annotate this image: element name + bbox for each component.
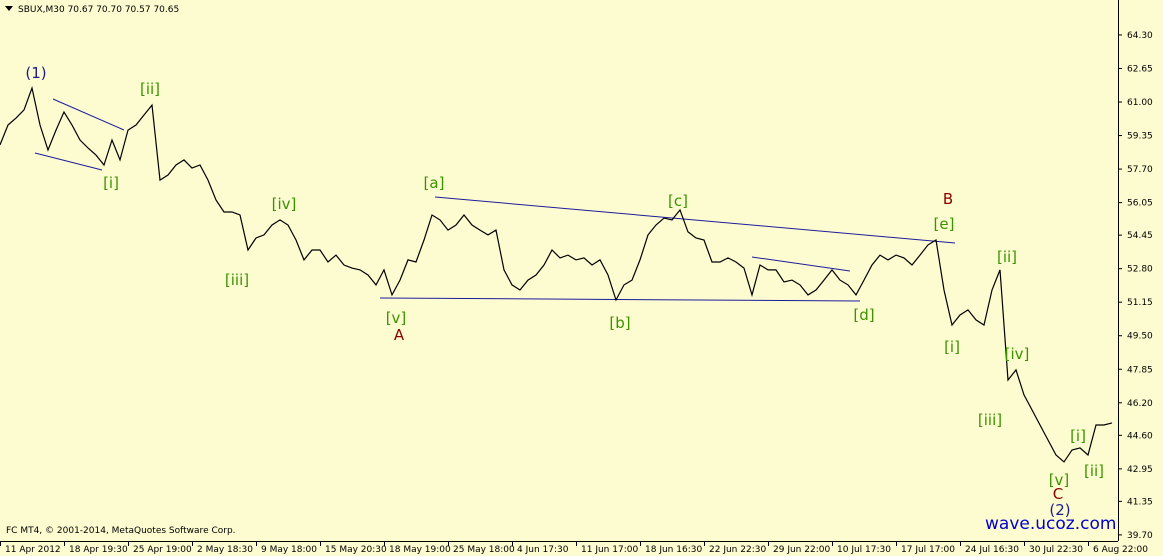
- footer: FC MT4, © 2001-2014, MetaQuotes Software…: [6, 526, 236, 536]
- wave-label: [a]: [424, 174, 445, 192]
- price-line: [0, 85, 1113, 463]
- y-tick-label: 42.95: [1127, 465, 1153, 475]
- wave-label: [d]: [853, 306, 874, 324]
- x-tick-label: 18 May 19:00: [389, 545, 451, 555]
- trendlines: [34, 98, 956, 302]
- y-tick-label: 41.35: [1127, 497, 1153, 507]
- y-tick-label: 64.30: [1127, 31, 1153, 41]
- trendline: [52, 98, 125, 131]
- wave-label: B: [943, 190, 953, 208]
- y-tick-label: 62.65: [1127, 64, 1153, 74]
- x-tick-label: 10 Jul 17:30: [837, 545, 891, 555]
- y-tick-label: 47.85: [1127, 365, 1153, 375]
- x-tick-label: 24 Jul 16:30: [965, 545, 1019, 555]
- x-tick-label: 17 Jul 17:00: [901, 545, 955, 555]
- trendline: [34, 152, 103, 171]
- y-tick-label: 46.20: [1127, 399, 1153, 409]
- trendline: [434, 196, 956, 244]
- x-tick-label: 18 Jun 16:30: [645, 545, 702, 555]
- wave-label: C: [1053, 485, 1063, 503]
- header-icon: [5, 6, 13, 11]
- trendline: [379, 297, 861, 302]
- y-tick-label: 61.00: [1127, 98, 1153, 108]
- y-tick-label: 59.35: [1127, 132, 1153, 142]
- wave-label: [iv]: [272, 195, 297, 213]
- x-tick-label: 30 Jul 22:30: [1029, 545, 1083, 555]
- x-tick-label: 11 Apr 2012: [5, 545, 61, 555]
- wave-label: [c]: [668, 192, 688, 210]
- y-tick-label: 56.05: [1127, 199, 1153, 209]
- wave-label: [v]: [386, 309, 407, 327]
- x-tick-label: 18 Apr 19:30: [69, 545, 128, 555]
- x-tick-label: 22 Jun 22:30: [709, 545, 766, 555]
- x-tick-label: 25 Apr 19:00: [133, 545, 192, 555]
- x-tick-label: 2 May 18:30: [197, 545, 253, 555]
- wave-label: [i]: [944, 338, 960, 356]
- wave-label: [iii]: [978, 411, 1002, 429]
- wave-label: [ii]: [140, 80, 160, 98]
- y-tick-label: 54.45: [1127, 231, 1153, 241]
- y-tick-label: 52.80: [1127, 265, 1153, 275]
- x-tick-label: 9 May 18:00: [261, 545, 317, 555]
- wave-label: [iii]: [225, 271, 249, 289]
- x-tick-label: 29 Jun 22:00: [773, 545, 830, 555]
- x-tick-label: 6 Aug 22:00: [1093, 545, 1148, 555]
- x-tick-label: 11 Jun 17:00: [581, 545, 638, 555]
- wave-label: [i]: [103, 174, 119, 192]
- trendline: [751, 256, 851, 272]
- wave-label: [ii]: [997, 248, 1017, 266]
- x-tick-label: 4 Jun 17:30: [517, 545, 569, 555]
- wave-label: [b]: [609, 314, 630, 332]
- y-tick-label: 51.15: [1127, 298, 1153, 308]
- wave-label: [ii]: [1084, 462, 1104, 480]
- header: SBUX,M30 70.67 70.70 70.57 70.65: [18, 5, 179, 15]
- watermark: wave.ucoz.com: [985, 514, 1116, 534]
- wave-label: [e]: [934, 215, 955, 233]
- wave-label: [iv]: [1005, 345, 1030, 363]
- y-tick-label: 44.60: [1127, 431, 1153, 441]
- wave-label: (1): [25, 64, 46, 82]
- wave-label: [i]: [1070, 427, 1086, 445]
- y-tick-label: 57.70: [1127, 165, 1153, 175]
- x-tick-label: 25 May 18:00: [453, 545, 515, 555]
- y-tick-label: 49.50: [1127, 332, 1153, 342]
- wave-label: [v]: [1049, 471, 1070, 489]
- wave-label: (2): [1049, 501, 1070, 519]
- y-tick-label: 39.70: [1127, 531, 1153, 541]
- wave-label: A: [394, 326, 405, 344]
- x-tick-label: 15 May 20:30: [325, 545, 387, 555]
